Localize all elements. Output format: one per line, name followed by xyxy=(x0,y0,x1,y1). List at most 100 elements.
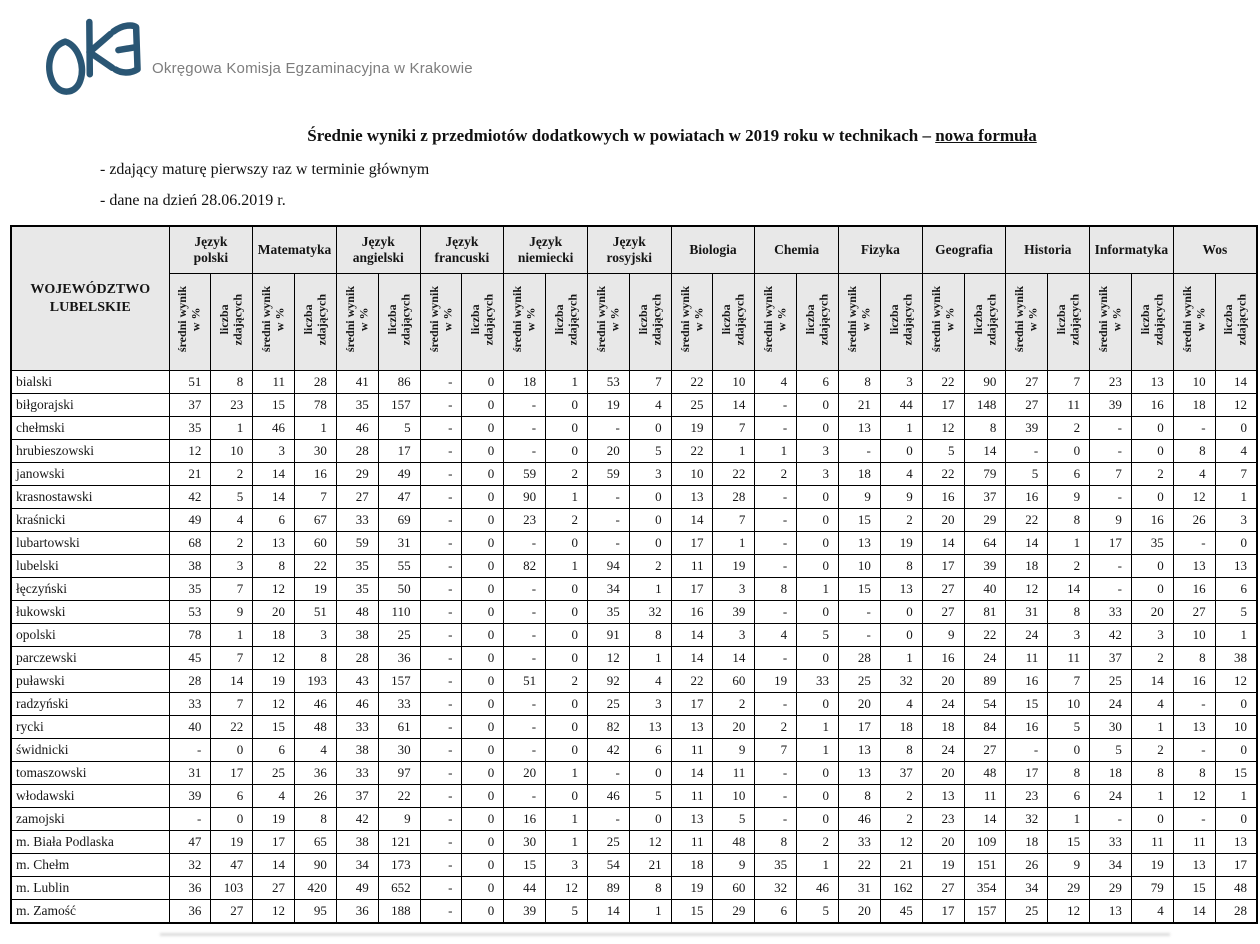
value-cell: 14 xyxy=(586,899,630,924)
value-cell: 27 xyxy=(210,899,254,924)
value-cell: 23 xyxy=(210,393,254,417)
value-cell: - xyxy=(586,807,630,831)
value-cell: 0 xyxy=(545,439,588,463)
value-cell: 39 xyxy=(1089,393,1132,417)
value-cell: - xyxy=(754,600,798,624)
value-cell: 9 xyxy=(210,600,254,624)
value-cell: - xyxy=(419,738,463,762)
value-cell: 27 xyxy=(1005,370,1049,394)
value-cell: - xyxy=(419,669,463,693)
value-cell: 38 xyxy=(1214,646,1258,670)
value-cell: 148 xyxy=(963,393,1007,417)
value-cell: 0 xyxy=(545,531,588,555)
value-cell: 3 xyxy=(1047,623,1091,647)
value-cell: - xyxy=(419,761,463,785)
value-cell: 86 xyxy=(377,370,421,394)
value-cell: 14 xyxy=(1047,577,1091,601)
avg-score-subheader: średni wynik w % xyxy=(1089,273,1132,371)
value-cell: - xyxy=(754,416,798,440)
value-cell: 0 xyxy=(1214,416,1258,440)
value-cell: - xyxy=(754,393,798,417)
value-cell: 20 xyxy=(712,715,756,739)
value-cell: 38 xyxy=(335,623,379,647)
value-cell: 37 xyxy=(335,784,379,808)
row-label: krasnostawski xyxy=(10,485,170,509)
avg-score-subheader: średni wynik w % xyxy=(838,273,881,371)
value-cell: 34 xyxy=(586,577,630,601)
value-cell: 8 xyxy=(838,784,881,808)
value-cell: 53 xyxy=(168,600,212,624)
value-cell: 18 xyxy=(1172,393,1216,417)
value-cell: 38 xyxy=(168,554,212,578)
value-cell: 20 xyxy=(503,761,547,785)
value-cell: 13 xyxy=(670,485,714,509)
value-cell: 30 xyxy=(377,738,421,762)
value-cell: - xyxy=(838,439,881,463)
value-cell: 46 xyxy=(252,416,296,440)
value-cell: 28 xyxy=(294,370,337,394)
value-cell: 1 xyxy=(545,830,588,854)
value-cell: 32 xyxy=(168,853,212,877)
value-cell: 35 xyxy=(335,393,379,417)
value-cell: 2 xyxy=(628,554,672,578)
value-cell: 48 xyxy=(712,830,756,854)
value-cell: 45 xyxy=(168,646,212,670)
row-label: m. Chełm xyxy=(10,853,170,877)
value-cell: 157 xyxy=(377,669,421,693)
value-cell: 42 xyxy=(1089,623,1132,647)
table-row: radzyński 33 7 12 46 46 33-0-0 25 3 17 2-0 20 4 24 54 1… xyxy=(10,692,1258,716)
value-cell: 17 xyxy=(1005,761,1049,785)
table-row: m. Lublin 36 103 27 420 49 652-0 44 12 89 8 19 60 32 4… xyxy=(10,876,1258,900)
value-cell: 16 xyxy=(1005,715,1049,739)
row-label: parczewski xyxy=(10,646,170,670)
value-cell: 40 xyxy=(168,715,212,739)
value-cell: 78 xyxy=(294,393,337,417)
value-cell: 13 xyxy=(1130,370,1174,394)
value-cell: 1 xyxy=(294,416,337,440)
value-cell: 13 xyxy=(921,784,965,808)
value-cell: - xyxy=(419,899,463,924)
value-cell: 44 xyxy=(503,876,547,900)
value-cell: 19 xyxy=(670,416,714,440)
value-cell: 17 xyxy=(838,715,881,739)
value-cell: 1 xyxy=(796,738,839,762)
value-cell: 0 xyxy=(545,646,588,670)
value-cell: 49 xyxy=(377,462,421,486)
value-cell: 0 xyxy=(628,508,672,532)
value-cell: 7 xyxy=(628,370,672,394)
row-label: janowski xyxy=(10,462,170,486)
value-cell: 64 xyxy=(963,531,1007,555)
value-cell: 1 xyxy=(796,577,839,601)
value-cell: 25 xyxy=(252,761,296,785)
value-cell: 5 xyxy=(628,439,672,463)
value-cell: 13 xyxy=(1214,830,1258,854)
value-cell: 24 xyxy=(1089,784,1132,808)
value-cell: 9 xyxy=(1089,508,1132,532)
organization-name: Okręgowa Komisja Egzaminacyjna w Krakowi… xyxy=(152,60,473,77)
value-cell: 0 xyxy=(1214,692,1258,716)
value-cell: 84 xyxy=(963,715,1007,739)
value-cell: 17 xyxy=(921,554,965,578)
value-cell: 82 xyxy=(503,554,547,578)
value-cell: 12 xyxy=(1172,784,1216,808)
value-cell: 0 xyxy=(461,876,505,900)
value-cell: 36 xyxy=(168,876,212,900)
value-cell: - xyxy=(419,623,463,647)
value-cell: 8 xyxy=(879,738,923,762)
value-cell: 14 xyxy=(1130,669,1174,693)
value-cell: 0 xyxy=(628,761,672,785)
value-cell: 28 xyxy=(838,646,881,670)
value-cell: 13 xyxy=(670,715,714,739)
value-cell: 7 xyxy=(754,738,798,762)
value-cell: - xyxy=(754,485,798,509)
value-cell: 48 xyxy=(1214,876,1258,900)
value-cell: 4 xyxy=(252,784,296,808)
value-cell: 26 xyxy=(1005,853,1049,877)
value-cell: 15 xyxy=(670,899,714,924)
avg-score-subheader: średni wynik w % xyxy=(921,273,965,371)
value-cell: 3 xyxy=(294,623,337,647)
value-cell: 110 xyxy=(377,600,421,624)
value-cell: 22 xyxy=(670,370,714,394)
value-cell: 10 xyxy=(670,462,714,486)
value-cell: 8 xyxy=(1047,508,1091,532)
